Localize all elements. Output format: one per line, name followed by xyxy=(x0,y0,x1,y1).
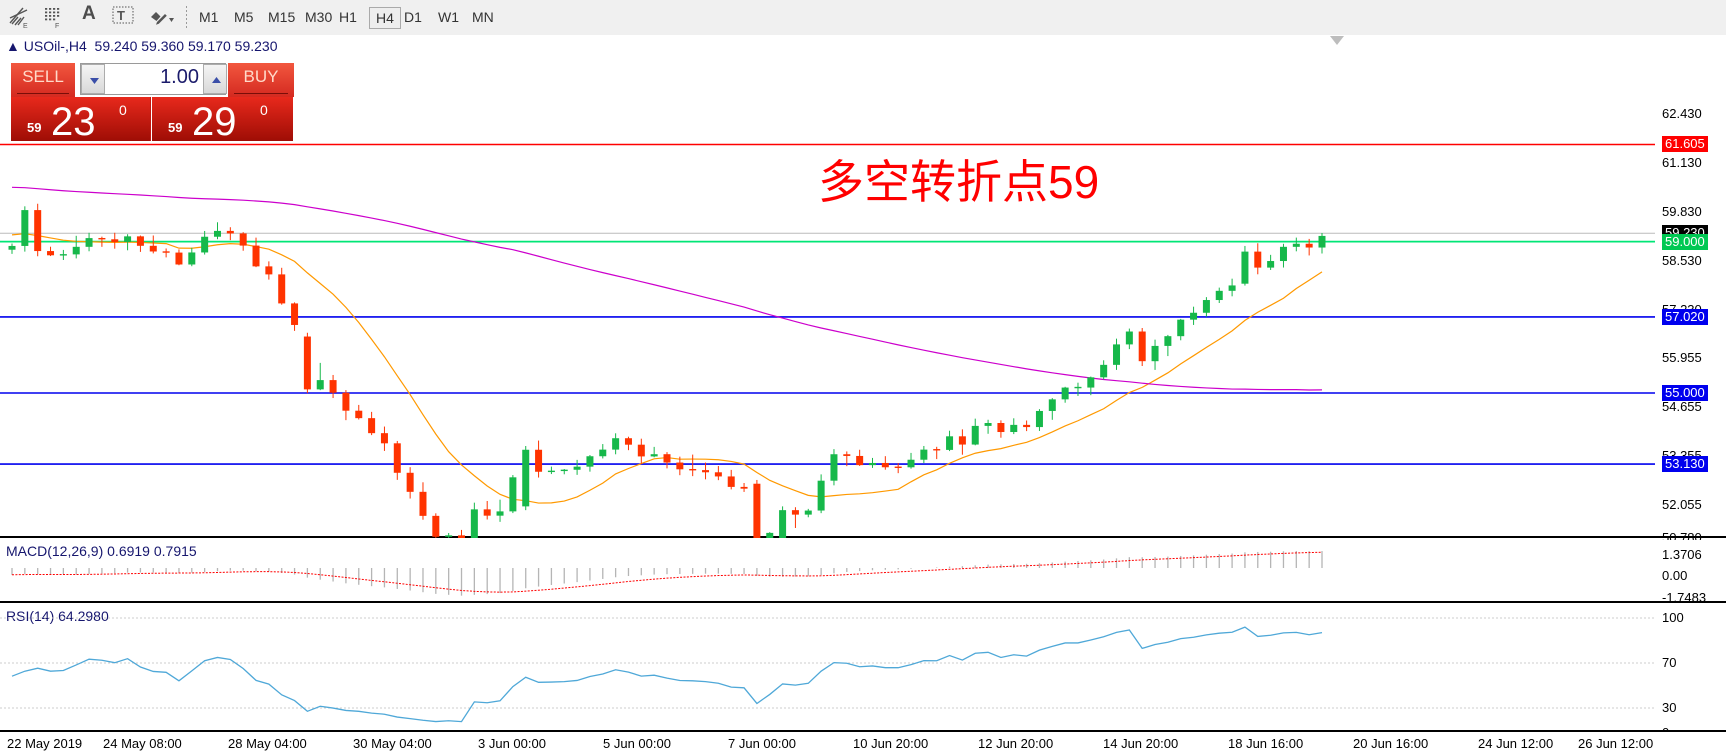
svg-text:多空转折点59: 多空转折点59 xyxy=(818,156,1099,208)
